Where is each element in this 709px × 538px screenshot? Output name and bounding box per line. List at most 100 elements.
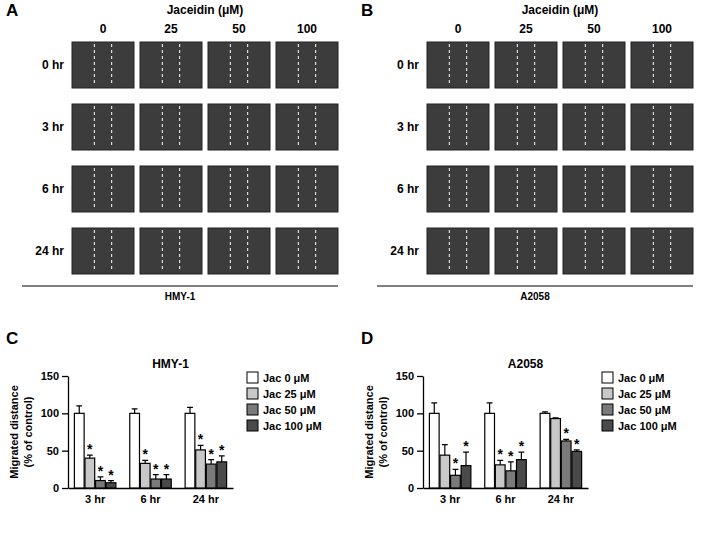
wound-edge bbox=[602, 168, 603, 210]
wound-edge bbox=[162, 168, 163, 210]
micrograph bbox=[427, 42, 489, 88]
legend-swatch bbox=[247, 388, 258, 399]
annotations: ******* bbox=[453, 425, 580, 471]
cell-line-label: A2058 bbox=[520, 291, 550, 302]
column-head: 25 bbox=[519, 22, 533, 36]
wound-edge bbox=[534, 106, 535, 148]
y-axis-line bbox=[423, 377, 424, 489]
micrograph bbox=[276, 166, 338, 212]
micrograph bbox=[276, 228, 338, 274]
micrograph bbox=[140, 166, 202, 212]
bar bbox=[451, 475, 461, 488]
wound-edge bbox=[111, 106, 112, 148]
bar bbox=[217, 462, 227, 488]
x-tick-label: 3 hr bbox=[440, 493, 461, 505]
panel-letter: D bbox=[361, 329, 373, 348]
significance: * bbox=[463, 438, 469, 454]
x-tick: 6 hr bbox=[495, 488, 516, 505]
micrograph bbox=[427, 166, 489, 212]
chart-panel: CHMY-10501001503 hr6 hr24 hrMigrated dis… bbox=[6, 329, 322, 505]
y-tick-label: 0 bbox=[408, 482, 414, 494]
significance: * bbox=[98, 463, 104, 479]
micrograph bbox=[208, 42, 270, 88]
column-head: 100 bbox=[297, 22, 317, 36]
y-tick: 50 bbox=[47, 445, 68, 457]
micrograph bbox=[631, 228, 693, 274]
y-tick-label: 100 bbox=[41, 407, 59, 419]
legend-entry: Jac 25 μM bbox=[602, 388, 671, 400]
micrograph bbox=[563, 228, 625, 274]
legend-label: Jac 0 μM bbox=[263, 372, 309, 384]
y-tick-mark bbox=[417, 451, 423, 452]
wound-edge bbox=[517, 168, 518, 210]
column-head: 25 bbox=[164, 22, 178, 36]
wound-edge bbox=[247, 106, 248, 148]
legend-swatch bbox=[602, 404, 613, 415]
legend-label: Jac 25 μM bbox=[263, 388, 316, 400]
significance: * bbox=[208, 446, 214, 462]
bar bbox=[162, 479, 172, 488]
panel-letter: A bbox=[6, 1, 18, 20]
row-label: 3 hr bbox=[42, 120, 64, 134]
x-tick: 3 hr bbox=[440, 488, 461, 505]
panel-header: Jaceidin (μM) bbox=[522, 3, 599, 17]
y-axis-title: Migrated distance(% of control) bbox=[363, 385, 389, 479]
bar bbox=[206, 464, 216, 488]
figure: AJaceidin (μM)025501000 hr3 hr6 hr24 hrH… bbox=[0, 0, 709, 538]
wound-edge bbox=[449, 106, 450, 148]
micrograph bbox=[495, 228, 557, 274]
error-bar bbox=[553, 417, 559, 419]
legend-swatch bbox=[602, 420, 613, 431]
bar bbox=[551, 419, 561, 488]
bar bbox=[74, 413, 84, 488]
image-panel: BJaceidin (μM)025501000 hr3 hr6 hr24 hrA… bbox=[361, 1, 693, 302]
row-label: 6 hr bbox=[42, 182, 64, 196]
significance: * bbox=[164, 461, 170, 477]
bar bbox=[106, 483, 116, 488]
plot-area bbox=[429, 403, 581, 488]
x-tick-label: 24 hr bbox=[193, 493, 220, 505]
significance: * bbox=[142, 446, 148, 462]
wound-edge bbox=[534, 44, 535, 86]
y-axis-title-line: (% of control) bbox=[377, 396, 389, 467]
wound-edge bbox=[449, 44, 450, 86]
wound-edge bbox=[315, 230, 316, 272]
bar bbox=[85, 458, 95, 488]
x-tick-label: 3 hr bbox=[85, 493, 106, 505]
x-axis: 3 hr6 hr24 hr bbox=[424, 488, 589, 505]
micrograph bbox=[631, 104, 693, 150]
bar bbox=[461, 466, 471, 488]
panel-letter: C bbox=[6, 329, 18, 348]
x-tick-label: 6 hr bbox=[495, 493, 516, 505]
image-panel: AJaceidin (μM)025501000 hr3 hr6 hr24 hrH… bbox=[6, 1, 338, 302]
significance: * bbox=[219, 442, 225, 458]
wound-edge bbox=[653, 168, 654, 210]
wound-edge bbox=[94, 106, 95, 148]
row-label: 0 hr bbox=[397, 58, 419, 72]
legend-entry: Jac 100 μM bbox=[602, 420, 677, 432]
y-tick: 0 bbox=[53, 482, 68, 494]
wound-edge bbox=[315, 44, 316, 86]
y-tick: 150 bbox=[396, 370, 423, 382]
y-axis-title-line: Migrated distance bbox=[363, 385, 375, 479]
wound-edge bbox=[449, 168, 450, 210]
x-tick: 24 hr bbox=[193, 488, 220, 505]
y-axis-title-line: Migrated distance bbox=[8, 385, 20, 479]
legend-label: Jac 0 μM bbox=[618, 372, 664, 384]
wound-edge bbox=[111, 44, 112, 86]
significance: * bbox=[453, 455, 459, 471]
micrograph bbox=[276, 104, 338, 150]
x-axis-line bbox=[69, 488, 234, 489]
panel-letter: B bbox=[361, 1, 373, 20]
wound-edge bbox=[162, 44, 163, 86]
column-head: 0 bbox=[100, 22, 107, 36]
micrograph bbox=[208, 166, 270, 212]
wound-edge bbox=[94, 168, 95, 210]
y-tick-mark bbox=[417, 488, 423, 489]
significance: * bbox=[198, 431, 204, 447]
cell-line-rule bbox=[22, 286, 338, 287]
column-head: 50 bbox=[232, 22, 246, 36]
row-label: 6 hr bbox=[397, 182, 419, 196]
wound-edge bbox=[298, 168, 299, 210]
legend-label: Jac 100 μM bbox=[263, 420, 322, 432]
